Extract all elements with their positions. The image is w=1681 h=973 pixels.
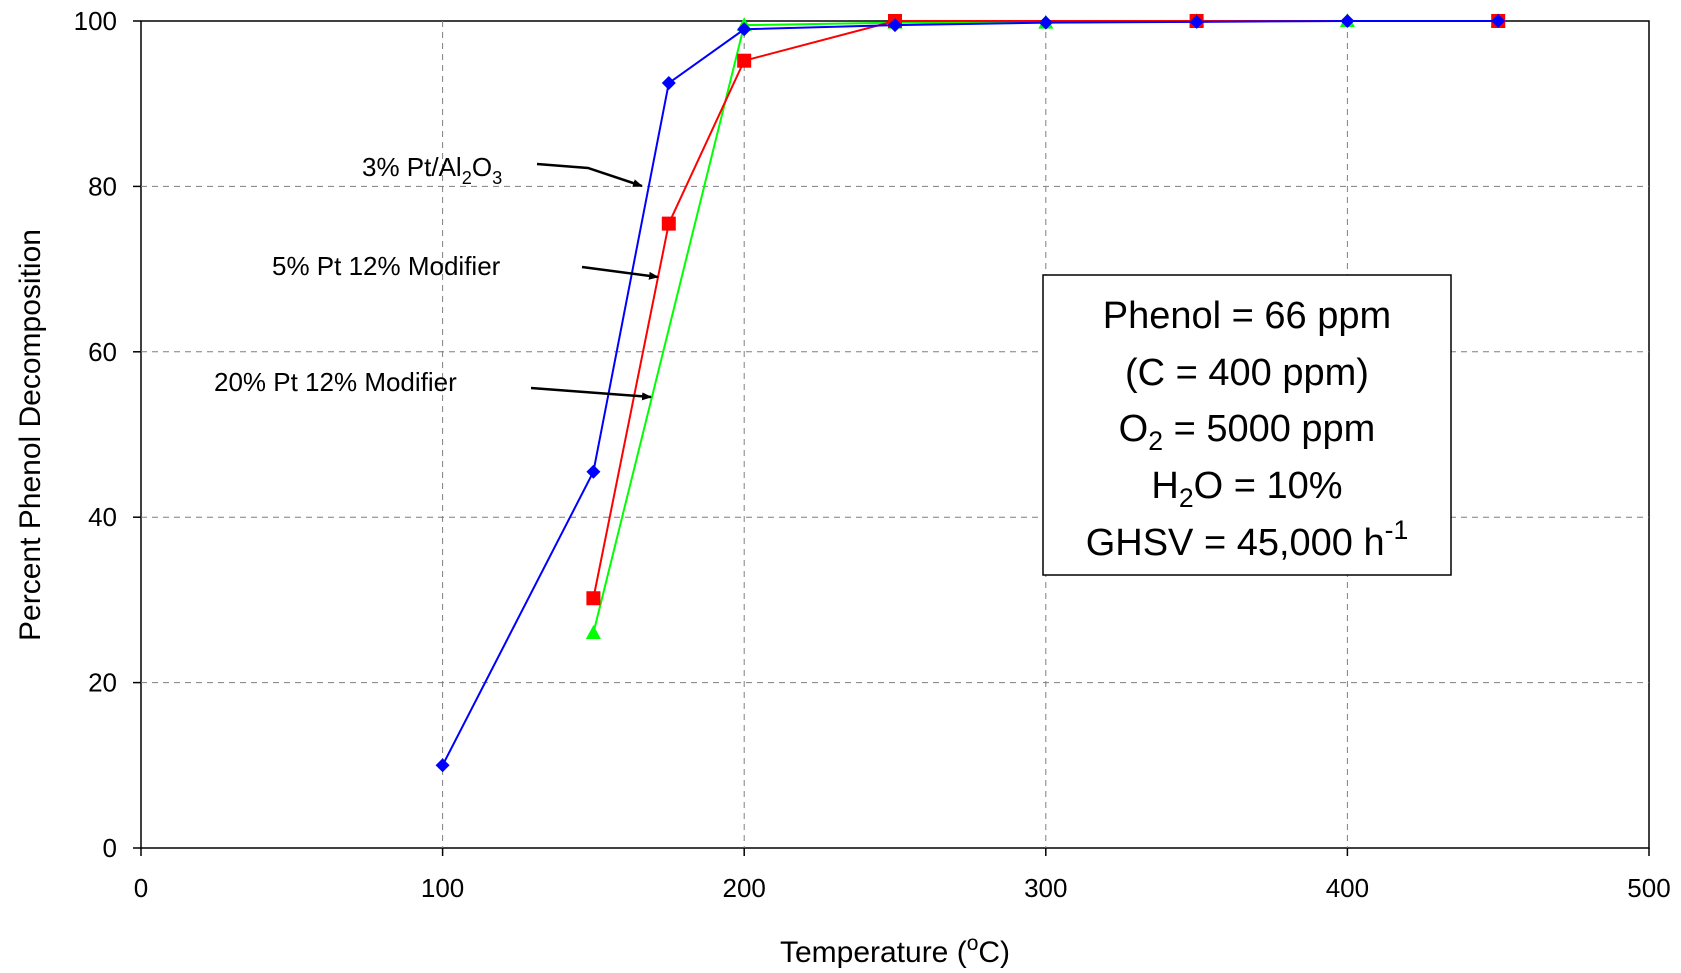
condition-phenol: Phenol = 66 ppm [1103, 295, 1391, 337]
data-point [586, 464, 601, 479]
conditions-box-frame [1042, 274, 1452, 576]
y-tick-label: 40 [88, 502, 117, 532]
annotation-20pt-arrow [530, 386, 652, 401]
annotation-3pt-arrow [536, 162, 643, 188]
annotation-5pt-arrow [581, 265, 659, 280]
x-tick-label: 500 [1627, 873, 1670, 903]
condition-ghsv: GHSV = 45,000 h-1 [1086, 515, 1409, 564]
data-point [585, 624, 601, 639]
x-tick-label: 100 [421, 873, 464, 903]
annotation-5pt-label: 5% Pt 12% Modifier [272, 251, 501, 281]
data-point [1038, 15, 1053, 30]
condition-oxygen: O2 = 5000 ppm [1119, 408, 1376, 456]
x-tick-label: 300 [1024, 873, 1067, 903]
data-point [1491, 14, 1506, 28]
conditions-box: Phenol = 66 ppm (C = 400 ppm) O2 = 5000 … [1042, 274, 1452, 576]
data-point [1189, 14, 1204, 29]
data-series [435, 13, 1506, 773]
data-point [1340, 14, 1355, 28]
data-point [435, 758, 450, 773]
data-point [737, 22, 752, 37]
condition-carbon: (C = 400 ppm) [1125, 352, 1369, 394]
y-tick-label: 20 [88, 668, 117, 698]
x-tick-label: 400 [1326, 873, 1369, 903]
data-point [888, 18, 902, 33]
condition-water: H2O = 10% [1151, 465, 1342, 513]
axis-ticks: 0 100 200 300 400 500 0 20 40 60 80 100 [74, 6, 1671, 903]
y-tick-label: 0 [103, 833, 117, 863]
data-point [586, 591, 601, 606]
y-tick-label: 60 [88, 337, 117, 367]
data-point [661, 76, 676, 91]
annotation-3pt-label: 3% Pt/Al2O3 [362, 152, 502, 188]
y-axis-title: Percent Phenol Decomposition [14, 229, 47, 641]
x-axis-title: Temperature (oC) [780, 932, 1010, 969]
y-tick-label: 80 [88, 171, 117, 201]
y-tick-label: 100 [74, 6, 117, 36]
annotation-20pt-label: 20% Pt 12% Modifier [214, 367, 457, 397]
data-point [737, 53, 752, 68]
x-tick-label: 200 [723, 873, 766, 903]
x-tick-label: 0 [134, 873, 148, 903]
series-3-pt-al2o3 [435, 14, 1506, 773]
data-point [661, 216, 676, 231]
